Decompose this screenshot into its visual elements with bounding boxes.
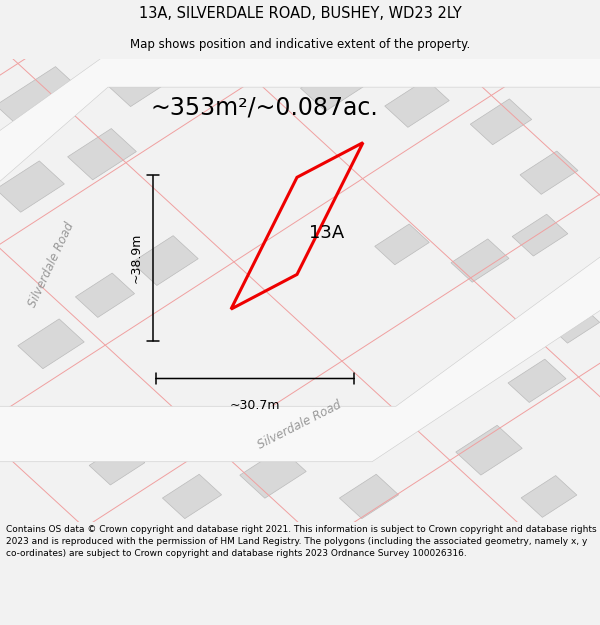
Bar	[76, 273, 134, 318]
Bar	[106, 54, 176, 107]
Text: Contains OS data © Crown copyright and database right 2021. This information is : Contains OS data © Crown copyright and d…	[6, 525, 596, 558]
Bar	[385, 79, 449, 128]
Bar	[0, 161, 64, 212]
Text: Silverdale Road: Silverdale Road	[26, 221, 76, 310]
Bar	[547, 303, 599, 343]
Text: ~353m²/~0.087ac.: ~353m²/~0.087ac.	[150, 96, 378, 120]
Bar	[240, 448, 306, 498]
Bar	[301, 58, 371, 111]
Bar	[132, 236, 198, 286]
Bar	[68, 129, 136, 180]
Bar	[470, 99, 532, 145]
Bar	[521, 476, 577, 518]
Bar	[14, 413, 76, 459]
Bar	[375, 224, 429, 265]
Bar	[520, 151, 578, 194]
Bar	[340, 474, 398, 519]
Text: Silverdale Road: Silverdale Road	[256, 398, 344, 451]
Text: 13A, SILVERDALE ROAD, BUSHEY, WD23 2LY: 13A, SILVERDALE ROAD, BUSHEY, WD23 2LY	[139, 6, 461, 21]
Text: Map shows position and indicative extent of the property.: Map shows position and indicative extent…	[130, 38, 470, 51]
Text: 13A: 13A	[310, 224, 344, 242]
Polygon shape	[0, 36, 600, 208]
Bar	[512, 214, 568, 256]
Text: ~30.7m: ~30.7m	[230, 399, 280, 412]
Bar	[0, 67, 88, 136]
Text: ~38.9m: ~38.9m	[130, 233, 143, 283]
Bar	[451, 239, 509, 282]
Polygon shape	[0, 235, 600, 462]
Bar	[18, 319, 84, 369]
Bar	[508, 359, 566, 403]
Bar	[163, 474, 221, 519]
Bar	[456, 425, 522, 475]
Bar	[89, 443, 145, 485]
